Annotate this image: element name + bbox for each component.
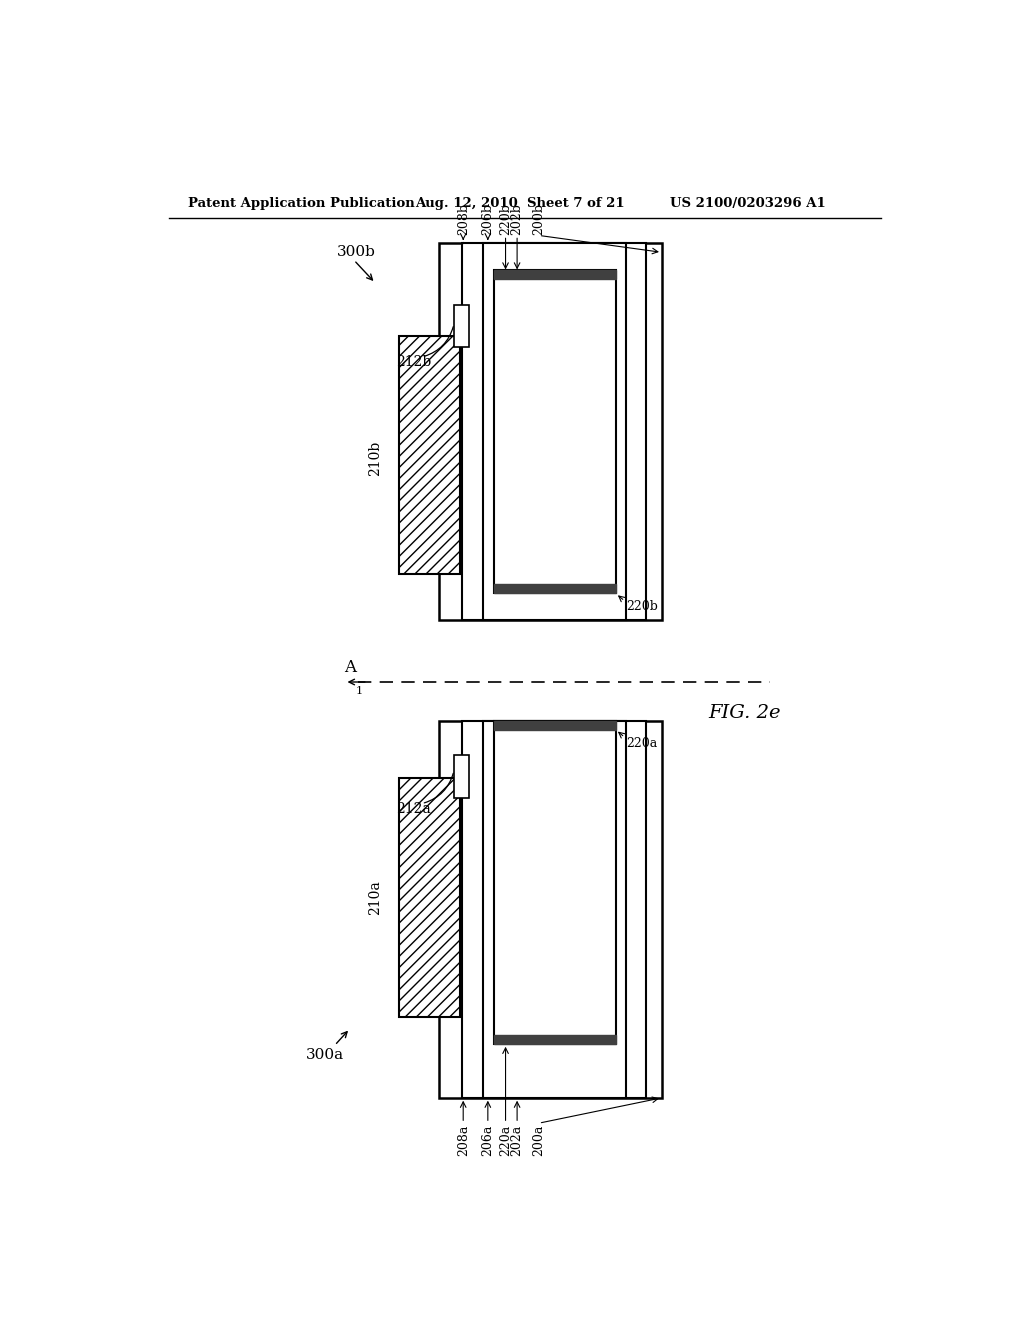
Bar <box>438 721 662 1098</box>
Bar <box>483 243 626 620</box>
Text: 220b: 220b <box>499 203 512 235</box>
Text: Aug. 12, 2010  Sheet 7 of 21: Aug. 12, 2010 Sheet 7 of 21 <box>416 197 625 210</box>
Bar <box>454 305 469 347</box>
Text: 208a: 208a <box>457 1125 470 1156</box>
Text: 206b: 206b <box>481 203 495 235</box>
Bar <box>454 755 469 797</box>
Text: 300a: 300a <box>306 1048 344 1063</box>
Text: 300b: 300b <box>337 246 376 259</box>
Text: Patent Application Publication: Patent Application Publication <box>188 197 415 210</box>
Text: 202b: 202b <box>511 203 523 235</box>
Text: 212b: 212b <box>396 355 431 370</box>
Text: US 2100/0203296 A1: US 2100/0203296 A1 <box>670 197 825 210</box>
Bar <box>438 243 662 620</box>
Bar <box>494 271 615 280</box>
Bar <box>462 721 646 1098</box>
Text: 202a: 202a <box>511 1125 523 1156</box>
Text: 200a: 200a <box>532 1125 545 1156</box>
Text: 206a: 206a <box>481 1125 495 1156</box>
Text: 1: 1 <box>355 686 362 696</box>
Bar <box>494 721 615 730</box>
Bar <box>494 721 615 1044</box>
Bar <box>494 585 615 594</box>
Text: 210a: 210a <box>369 880 382 915</box>
Bar <box>494 271 615 594</box>
Text: 200b: 200b <box>532 203 545 235</box>
Bar <box>483 721 626 1098</box>
Text: 220a: 220a <box>499 1125 512 1156</box>
Bar <box>398 779 460 1016</box>
Bar <box>494 1035 615 1044</box>
Bar <box>398 335 460 574</box>
Text: FIG. 2e: FIG. 2e <box>708 704 780 722</box>
Text: 210b: 210b <box>369 441 382 477</box>
Text: 220a: 220a <box>627 737 657 750</box>
Bar <box>462 243 646 620</box>
Text: 220b: 220b <box>627 601 658 612</box>
Text: 212a: 212a <box>396 803 431 816</box>
Text: A: A <box>344 659 356 676</box>
Text: 208b: 208b <box>457 203 470 235</box>
